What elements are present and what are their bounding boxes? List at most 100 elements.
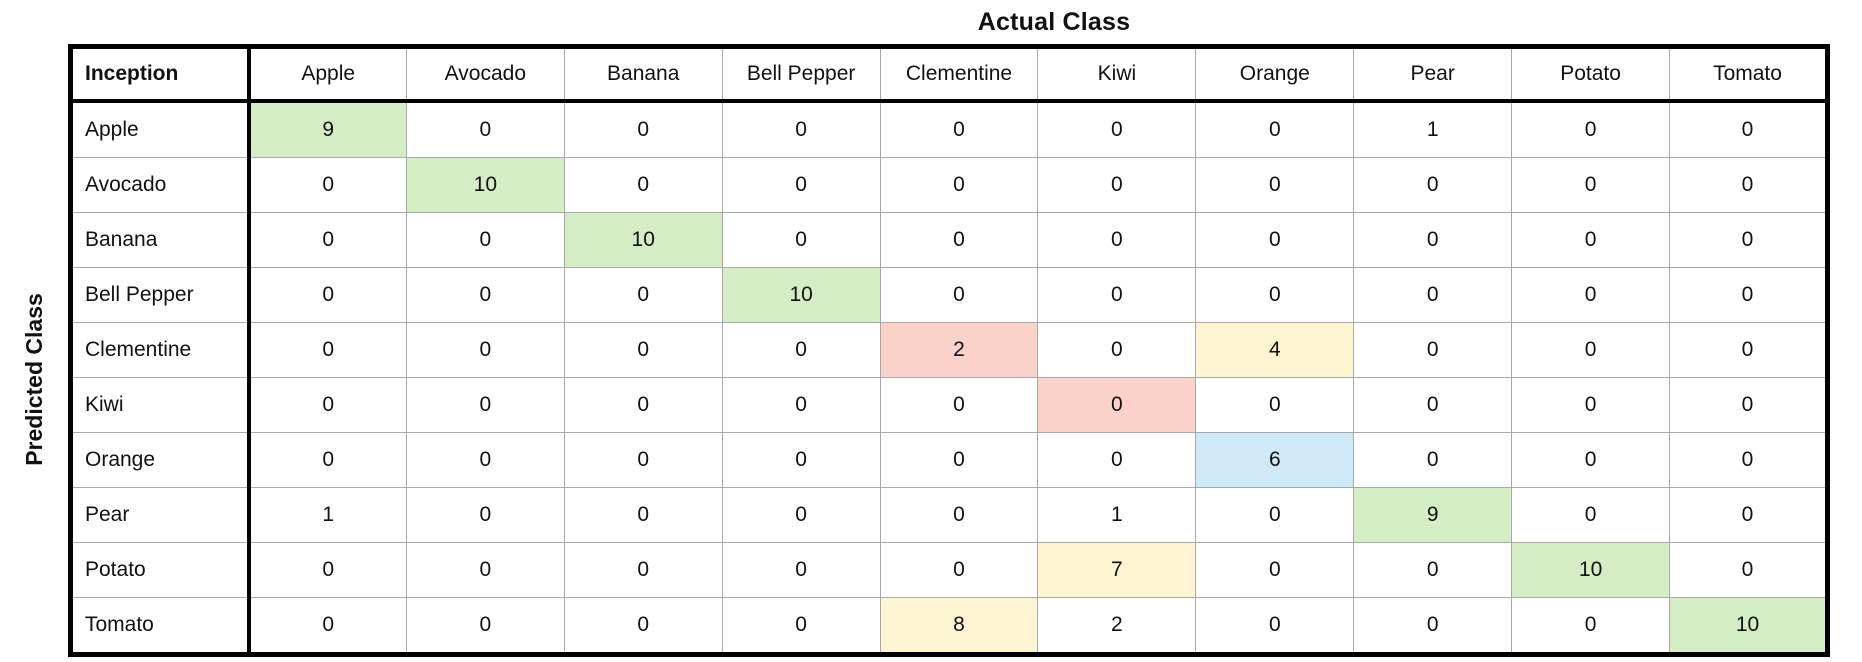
matrix-cell: 9: [1353, 487, 1513, 543]
matrix-cell: 0: [1195, 212, 1355, 268]
matrix-cell: 0: [1511, 267, 1671, 323]
matrix-cell: 1: [1353, 100, 1513, 158]
matrix-cell: 10: [563, 212, 723, 268]
matrix-cell: 0: [405, 597, 565, 655]
matrix-cell: 0: [1195, 542, 1355, 598]
matrix-cell: 0: [248, 212, 407, 268]
matrix-cell: 0: [1353, 432, 1513, 488]
matrix-cell: 0: [405, 212, 565, 268]
matrix-cell: 0: [1037, 100, 1197, 158]
col-header-orange: Orange: [1195, 46, 1355, 103]
matrix-cell: 0: [1669, 432, 1828, 488]
matrix-cell: 0: [248, 597, 407, 655]
matrix-cell: 2: [879, 322, 1039, 378]
row-header-tomato: Tomato: [70, 597, 251, 655]
table-row: Banana 0 0 10 0 0 0 0 0 0 0: [70, 212, 1828, 268]
matrix-cell: 0: [1353, 212, 1513, 268]
row-header-banana: Banana: [70, 212, 251, 268]
matrix-cell: 0: [1037, 267, 1197, 323]
matrix-cell: 0: [1669, 322, 1828, 378]
col-header-tomato: Tomato: [1669, 46, 1828, 103]
col-header-bell-pepper: Bell Pepper: [721, 46, 881, 103]
confusion-matrix-table: Inception Apple Avocado Banana Bell Pepper Cl…: [68, 44, 1830, 657]
matrix-cell: 0: [1037, 212, 1197, 268]
matrix-cell: 0: [721, 100, 881, 158]
matrix-cell: 0: [1511, 157, 1671, 213]
matrix-cell: 2: [1037, 597, 1197, 655]
matrix-cell: 0: [1037, 322, 1197, 378]
matrix-cell: 0: [879, 377, 1039, 433]
matrix-cell: 0: [563, 157, 723, 213]
model-name-cell: Inception: [70, 46, 251, 103]
header-row: Inception Apple Avocado Banana Bell Pepper Cl…: [70, 46, 1828, 103]
table-row: Kiwi 0 0 0 0 0 0 0 0 0 0: [70, 377, 1828, 433]
matrix-cell: 0: [1353, 267, 1513, 323]
matrix-cell: 0: [1511, 432, 1671, 488]
matrix-cell: 0: [1195, 100, 1355, 158]
matrix-cell: 0: [721, 377, 881, 433]
col-header-kiwi: Kiwi: [1037, 46, 1197, 103]
matrix-cell: 0: [1511, 597, 1671, 655]
row-header-potato: Potato: [70, 542, 251, 598]
table-row: Apple 9 0 0 0 0 0 0 1 0 0: [70, 100, 1828, 158]
matrix-cell: 0: [1669, 487, 1828, 543]
matrix-cell: 0: [1669, 212, 1828, 268]
matrix-cell: 10: [405, 157, 565, 213]
matrix-cell: 0: [405, 267, 565, 323]
matrix-cell: 6: [1195, 432, 1355, 488]
table-row: Clementine 0 0 0 0 2 0 4 0 0 0: [70, 322, 1828, 378]
matrix-cell: 0: [879, 267, 1039, 323]
matrix-container: Inception Apple Avocado Banana Bell Pepper Cl…: [68, 44, 1862, 662]
col-header-clementine: Clementine: [879, 46, 1039, 103]
matrix-cell: 0: [1511, 377, 1671, 433]
matrix-cell: 0: [1669, 377, 1828, 433]
matrix-cell: 4: [1195, 322, 1355, 378]
matrix-cell: 0: [563, 542, 723, 598]
row-header-clementine: Clementine: [70, 322, 251, 378]
matrix-cell: 0: [1511, 487, 1671, 543]
matrix-cell: 0: [879, 212, 1039, 268]
matrix-cell: 0: [563, 597, 723, 655]
matrix-cell: 0: [879, 100, 1039, 158]
matrix-cell: 8: [879, 597, 1039, 655]
row-header-avocado: Avocado: [70, 157, 251, 213]
row-header-orange: Orange: [70, 432, 251, 488]
matrix-cell: 0: [405, 487, 565, 543]
row-header-apple: Apple: [70, 100, 251, 158]
row-header-kiwi: Kiwi: [70, 377, 251, 433]
matrix-cell: 0: [248, 157, 407, 213]
matrix-cell: 0: [721, 597, 881, 655]
table-row: Tomato 0 0 0 0 8 2 0 0 0 10: [70, 597, 1828, 655]
matrix-cell: 0: [1353, 157, 1513, 213]
matrix-cell: 0: [248, 322, 407, 378]
table-row: Bell Pepper 0 0 0 10 0 0 0 0 0 0: [70, 267, 1828, 323]
matrix-cell: 0: [563, 100, 723, 158]
matrix-cell: 0: [405, 322, 565, 378]
matrix-cell: 0: [1037, 157, 1197, 213]
actual-class-title: Actual Class: [977, 7, 1131, 36]
matrix-cell: 0: [1669, 100, 1828, 158]
matrix-cell: 0: [248, 267, 407, 323]
matrix-cell: 0: [405, 377, 565, 433]
matrix-cell: 0: [721, 322, 881, 378]
table-row: Potato 0 0 0 0 0 7 0 0 10 0: [70, 542, 1828, 598]
matrix-cell: 7: [1037, 542, 1197, 598]
col-header-pear: Pear: [1353, 46, 1513, 103]
matrix-cell: 0: [879, 542, 1039, 598]
matrix-cell: 0: [1669, 542, 1828, 598]
matrix-cell: 0: [1353, 322, 1513, 378]
matrix-cell: 0: [1037, 432, 1197, 488]
matrix-cell: 0: [879, 487, 1039, 543]
matrix-cell: 0: [721, 432, 881, 488]
table-row: Pear 1 0 0 0 0 1 0 9 0 0: [70, 487, 1828, 543]
matrix-cell: 0: [1353, 597, 1513, 655]
matrix-cell: 0: [721, 212, 881, 268]
matrix-cell: 0: [1353, 377, 1513, 433]
matrix-cell: 0: [1195, 487, 1355, 543]
matrix-cell: 0: [563, 487, 723, 543]
matrix-cell: 10: [1511, 542, 1671, 598]
matrix-header: Inception Apple Avocado Banana Bell Pepper Cl…: [70, 46, 1828, 103]
matrix-cell: 0: [1511, 100, 1671, 158]
matrix-cell: 0: [1511, 212, 1671, 268]
